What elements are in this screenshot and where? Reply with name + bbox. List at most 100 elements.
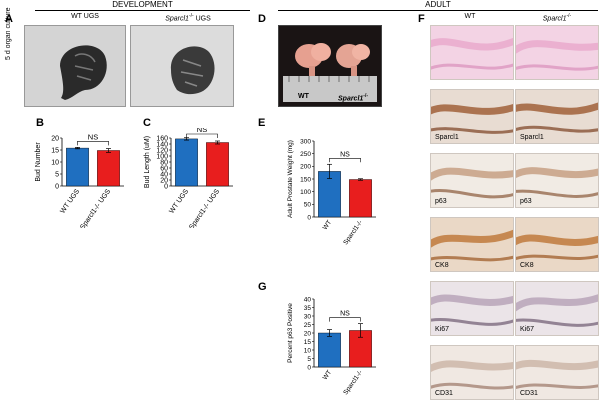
histology-stain-label: Ki67 [435, 326, 450, 333]
y-tick-label: 60 [160, 165, 168, 172]
panel-d-letter: D [258, 13, 266, 25]
panel-f-letter: F [418, 13, 425, 25]
category-label: WT [322, 219, 334, 231]
y-tick-label: 35 [304, 305, 312, 312]
photo-ko-sup: -/- [363, 93, 369, 99]
wt-ugs-label: WT UGS [71, 13, 99, 20]
y-axis-label: Bud Number [35, 142, 42, 182]
significance-bracket [186, 133, 218, 138]
bar [97, 150, 120, 187]
histology-stain-label: Ki67 [520, 326, 535, 333]
panel-b-letter: B [36, 117, 44, 129]
y-tick-label: 0 [307, 214, 311, 221]
y-tick-label: 100 [156, 153, 168, 160]
histology-ko-sup: -/- [566, 13, 572, 19]
bar [66, 147, 89, 187]
histology-image [516, 282, 598, 335]
histology-tile: Ki67 [515, 281, 599, 336]
category-label: WT [322, 369, 334, 381]
histology-tile: CK8 [515, 217, 599, 272]
y-tick-label: 50 [304, 202, 312, 209]
histology-tile [515, 25, 599, 80]
y-tick-label: 20 [160, 177, 168, 184]
histology-image [516, 90, 598, 143]
category-label: WT UGS [59, 188, 81, 215]
histology-wt-label: WT [464, 13, 476, 20]
y-axis-label: Bud Length (uM) [144, 136, 151, 188]
organ-culture-label: 5 d organ culture [5, 7, 12, 60]
y-tick-label: 300 [300, 138, 311, 145]
histology-image [516, 26, 598, 79]
histology-tile: p63 [430, 153, 514, 208]
chart-e: 0 50 100 150 200 250 300 Adult Prostate Weight … [287, 138, 376, 246]
histology-stain-label: Sparcl1 [520, 134, 544, 141]
histology-image [431, 154, 513, 207]
adult-divider [278, 10, 598, 11]
significance-bracket [77, 141, 109, 146]
significance-bracket [329, 158, 361, 163]
y-tick-label: 40 [160, 171, 168, 178]
y-tick-label: 200 [300, 164, 311, 171]
y-tick-label: 20 [304, 330, 312, 337]
y-tick-label: 0 [55, 183, 59, 190]
histology-image [516, 218, 598, 271]
category-label: Sparcl1-/- UGS [79, 188, 112, 228]
panel-c-letter: C [143, 117, 151, 129]
category-label: Sparcl1-/- [342, 369, 364, 396]
ko-ugs-specimen [131, 26, 233, 106]
y-tick-label: 5 [55, 171, 59, 178]
histology-tile: Ki67 [430, 281, 514, 336]
histology-stain-label: CK8 [435, 262, 449, 269]
y-tick-label: 25 [304, 322, 312, 329]
bar [318, 332, 341, 368]
y-tick-label: 15 [51, 147, 59, 154]
panel-e-letter: E [258, 117, 266, 129]
histology-tile: p63 [515, 153, 599, 208]
prostate-photo [278, 25, 382, 107]
histology-image [431, 90, 513, 143]
panel-a-letter: A [5, 13, 13, 25]
significance-label: NS [197, 128, 207, 134]
y-axis-label: Percent p63 Positive [287, 303, 294, 363]
histology-stain-label: Sparcl1 [435, 134, 459, 141]
histology-stain-label: p63 [435, 198, 447, 205]
y-tick-label: 30 [304, 313, 312, 320]
y-tick-label: 40 [304, 296, 312, 303]
y-tick-label: 140 [156, 141, 168, 148]
histology-image [516, 154, 598, 207]
ko-ugs-photo [130, 25, 234, 107]
y-tick-label: 150 [300, 176, 311, 183]
histology-tile [430, 25, 514, 80]
y-tick-label: 160 [156, 135, 168, 142]
y-tick-label: 10 [304, 347, 312, 354]
histology-tile: Sparcl1 [430, 89, 514, 144]
y-tick-label: 0 [307, 364, 311, 371]
ko-gene-name: Sparcl1 [165, 15, 189, 23]
development-header: DEVELOPMENT [112, 0, 173, 9]
significance-label: NS [340, 311, 350, 318]
ko-superscript: -/- [188, 13, 194, 19]
category-label: Sparcl1-/- UGS [188, 188, 221, 228]
significance-label: NS [340, 151, 350, 158]
histology-tile: CK8 [430, 217, 514, 272]
adult-header: ADULT [425, 0, 451, 9]
histology-tile: Sparcl1 [515, 89, 599, 144]
significance-label: NS [88, 132, 98, 141]
y-tick-label: 15 [304, 339, 312, 346]
wt-ugs-photo [24, 25, 126, 107]
photo-wt-label: WT [298, 93, 309, 100]
y-tick-label: 250 [300, 151, 311, 158]
y-tick-label: 100 [300, 189, 311, 196]
y-tick-label: 5 [307, 356, 311, 363]
bar [206, 142, 229, 187]
histology-stain-label: CD31 [520, 390, 538, 397]
development-divider [35, 10, 250, 11]
prostate-specimens [279, 26, 381, 106]
category-label: Sparcl1-/- [342, 219, 364, 246]
histology-tile: CD31 [430, 345, 514, 400]
histology-image [431, 346, 513, 399]
histology-ko-label: Sparcl1-/- [515, 13, 599, 22]
